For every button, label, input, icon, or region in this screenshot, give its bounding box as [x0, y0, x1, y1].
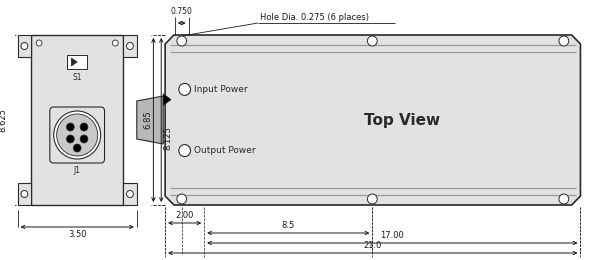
Circle shape: [21, 191, 28, 198]
Text: Output Power: Output Power: [194, 146, 256, 155]
Polygon shape: [123, 35, 137, 57]
Circle shape: [67, 123, 74, 131]
Polygon shape: [123, 183, 137, 205]
Polygon shape: [67, 55, 87, 69]
Text: 0.750: 0.750: [171, 7, 193, 16]
Text: 3.50: 3.50: [68, 230, 86, 239]
Circle shape: [367, 36, 377, 46]
Text: Hole Dia. 0.275 (6 places): Hole Dia. 0.275 (6 places): [260, 13, 369, 22]
Circle shape: [127, 42, 133, 49]
Circle shape: [67, 135, 74, 143]
Polygon shape: [71, 58, 77, 66]
Text: 17.00: 17.00: [380, 231, 404, 240]
Circle shape: [177, 194, 187, 204]
Polygon shape: [137, 96, 163, 144]
Circle shape: [80, 135, 88, 143]
Circle shape: [36, 40, 42, 46]
Circle shape: [559, 194, 569, 204]
Circle shape: [112, 40, 118, 46]
Circle shape: [80, 123, 88, 131]
Circle shape: [56, 114, 98, 156]
Circle shape: [367, 194, 377, 204]
Circle shape: [21, 42, 28, 49]
Text: Top View: Top View: [364, 113, 440, 127]
Circle shape: [54, 111, 101, 159]
Text: 21.0: 21.0: [364, 241, 382, 250]
Polygon shape: [163, 94, 171, 106]
Text: 8.625: 8.625: [0, 108, 8, 132]
Polygon shape: [17, 35, 31, 57]
Circle shape: [179, 83, 191, 95]
Text: 8.5: 8.5: [281, 221, 295, 230]
Text: 8.125: 8.125: [163, 126, 172, 150]
Circle shape: [559, 36, 569, 46]
Text: J1: J1: [74, 166, 80, 175]
Polygon shape: [31, 35, 123, 205]
Circle shape: [127, 191, 133, 198]
Text: 6.85: 6.85: [143, 111, 152, 129]
Text: 2.00: 2.00: [175, 211, 194, 220]
Circle shape: [179, 145, 191, 157]
Text: Input Power: Input Power: [194, 85, 248, 94]
Circle shape: [177, 36, 187, 46]
Circle shape: [73, 144, 81, 152]
Polygon shape: [17, 183, 31, 205]
Polygon shape: [165, 35, 580, 205]
FancyBboxPatch shape: [50, 107, 104, 163]
Text: S1: S1: [73, 73, 82, 82]
